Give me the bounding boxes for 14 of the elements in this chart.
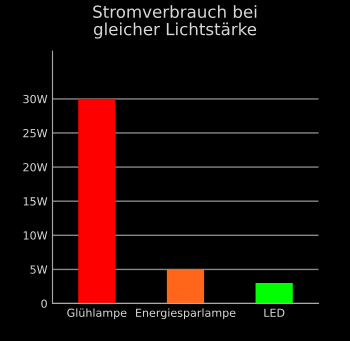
y-tick-label: 5W: [30, 266, 48, 274]
bar: [166, 269, 204, 304]
bar: [78, 98, 116, 304]
x-tick-label: LED: [264, 308, 284, 317]
y-tick-label: 25W: [23, 128, 48, 138]
chart-title: Stromverbrauch bei gleicher Lichtstärke: [93, 5, 256, 39]
x-tick-label: Energiesparlampe: [136, 308, 236, 320]
y-tick-label: 15W: [24, 197, 48, 206]
y-tick-label: 10W: [24, 231, 48, 240]
y-tick-label: 0: [41, 299, 47, 308]
y-tick-label: 20W: [23, 163, 48, 172]
bar: [256, 283, 293, 304]
y-tick-label: 30W: [23, 94, 48, 104]
x-tick-label: Glühlampe: [67, 308, 126, 320]
